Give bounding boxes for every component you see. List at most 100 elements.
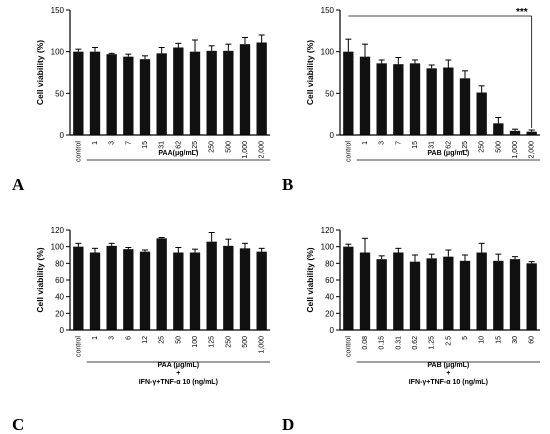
x-tick-label: 1	[92, 336, 99, 340]
x-tick-label: 2,000	[529, 141, 536, 159]
x-tick-label: 3	[379, 141, 386, 145]
x-tick-label: 62	[175, 141, 182, 149]
bar	[189, 51, 201, 135]
x-tick-label: 250	[479, 141, 486, 153]
x-tick-label: 31	[429, 141, 436, 149]
bar	[156, 53, 167, 136]
y-tick-label: 100	[321, 243, 335, 252]
x-tick-label: 30	[512, 336, 519, 344]
x-axis-label-treatment: IFN-γ+TNF-α 10 (ng/mL)	[409, 379, 488, 386]
x-tick-label: 62	[445, 141, 452, 149]
y-tick-label: 40	[325, 293, 334, 302]
bar	[359, 252, 371, 330]
x-axis-label: PAB (μg/mL)	[427, 150, 469, 157]
bar	[139, 251, 151, 330]
bar	[426, 258, 437, 330]
y-tick-label: 120	[51, 226, 65, 235]
x-tick-label: 500	[242, 336, 249, 348]
bar	[73, 246, 84, 330]
chart-panel-b: 0 50 100 150 control 1 3 7 15 31 62 125 250 500 1,000 2…	[282, 6, 540, 194]
y-axis-label: Cell viability (%)	[305, 40, 315, 105]
bar	[376, 259, 387, 330]
bar	[239, 248, 251, 330]
y-tick-label: 60	[325, 276, 334, 285]
bar	[256, 251, 267, 330]
bar	[89, 51, 101, 135]
x-tick-label: 15	[142, 141, 149, 149]
x-tick-label: 25	[159, 336, 166, 344]
x-tick-label: 10	[479, 336, 486, 344]
y-axis-label: Cell viability (%)	[305, 247, 315, 312]
y-tick-label: 0	[330, 326, 335, 335]
x-tick-label: 2.5	[445, 336, 452, 346]
x-tick-label: control	[345, 336, 352, 357]
bar	[123, 56, 134, 135]
y-tick-label: 0	[330, 131, 335, 140]
x-axis-label-plus: +	[176, 370, 180, 377]
x-tick-label: 1	[362, 141, 369, 145]
y-tick-label: 150	[51, 6, 65, 15]
x-tick-label: 0.15	[379, 336, 386, 350]
x-tick-label: 0.08	[362, 336, 369, 350]
bar	[393, 64, 404, 135]
bar	[239, 44, 251, 135]
y-tick-label: 20	[325, 309, 334, 318]
x-axis-label-treatment: IFN-γ+TNF-α 10 (ng/mL)	[139, 379, 218, 386]
bar	[409, 63, 421, 136]
x-tick-label: 1	[92, 141, 99, 145]
x-tick-label: 250	[225, 336, 232, 348]
x-tick-label: 1,000	[259, 336, 266, 354]
x-tick-label: 3	[109, 141, 116, 145]
bar	[393, 252, 404, 330]
x-tick-label: control	[75, 336, 82, 357]
significance-label: ***	[516, 7, 528, 18]
bar	[376, 63, 387, 136]
bar	[409, 261, 421, 330]
bar	[106, 245, 117, 330]
bar	[173, 47, 184, 135]
bar	[223, 50, 234, 136]
x-tick-label: 50	[175, 336, 182, 344]
bar	[526, 263, 537, 330]
panel-label: C	[12, 415, 24, 434]
bar	[123, 249, 134, 330]
y-tick-label: 80	[55, 259, 64, 268]
y-tick-label: 50	[55, 89, 64, 98]
bar	[443, 67, 454, 135]
bar	[206, 50, 217, 136]
x-axis-label-plus: +	[446, 370, 450, 377]
x-tick-label: 1,000	[242, 141, 249, 159]
chart-panel-a: 0 50 100 150 control 1 3 7 15 31 62 125 250 500 1,000 2…	[12, 6, 270, 194]
x-tick-label: 15	[495, 336, 502, 344]
bar	[223, 245, 234, 330]
x-tick-label: 1,000	[512, 141, 519, 159]
chart-panel-c: 0 20 40 60 80 100 120 control 1 3 6 12 25 50 100 125 250…	[12, 226, 270, 434]
bar	[459, 78, 471, 135]
panel-label: A	[12, 175, 25, 194]
x-tick-label: 1.25	[429, 336, 436, 350]
y-tick-label: 100	[51, 48, 65, 57]
x-tick-label: 60	[529, 336, 536, 344]
y-tick-label: 0	[60, 131, 65, 140]
x-tick-label: 125	[462, 141, 469, 153]
x-tick-label: 100	[192, 336, 199, 348]
bar	[476, 92, 487, 135]
bar	[459, 260, 471, 330]
y-tick-label: 100	[321, 48, 335, 57]
x-tick-label: 0.31	[395, 336, 402, 350]
bar	[343, 51, 354, 135]
x-tick-label: 500	[495, 141, 502, 153]
bar	[509, 130, 521, 135]
y-axis-label: Cell viability (%)	[35, 40, 45, 105]
x-tick-label: 7	[125, 141, 132, 145]
bar	[156, 238, 167, 330]
bar	[73, 51, 84, 135]
bar	[509, 259, 521, 330]
bar	[189, 252, 201, 330]
x-tick-label: 2,000	[259, 141, 266, 159]
chart-panel-d: 0 20 40 60 80 100 120 control 0.08 0.15 0.31 0.62 1.…	[282, 226, 540, 434]
x-tick-label: 31	[159, 141, 166, 149]
x-tick-label: 7	[395, 141, 402, 145]
x-tick-label: control	[345, 141, 352, 162]
panel-label: D	[282, 415, 294, 434]
